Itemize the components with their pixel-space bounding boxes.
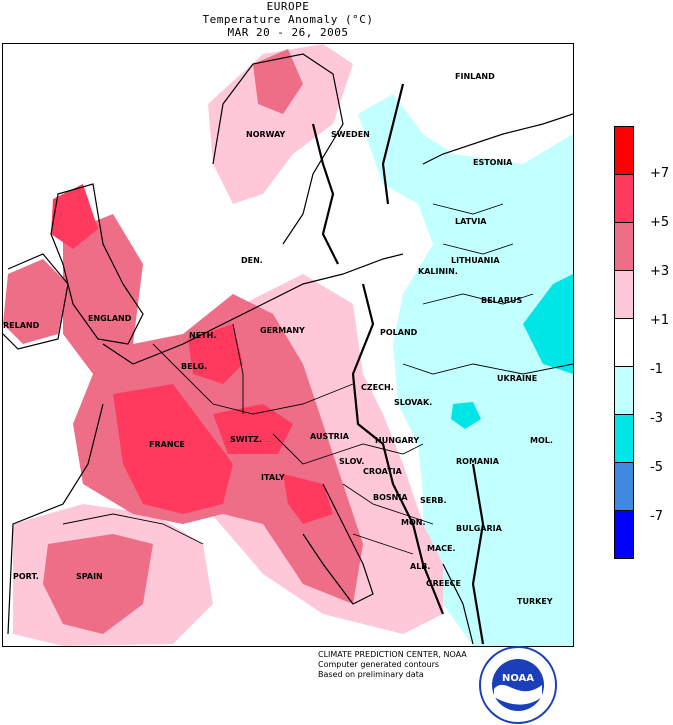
country-label-bulgaria: BULGARIA — [456, 524, 502, 533]
title-variable: Temperature Anomaly (°C) — [202, 13, 374, 26]
warm-zone-switz — [213, 404, 293, 454]
logo-text: NOAA — [502, 673, 534, 684]
chart-title: EUROPE Temperature Anomaly (°C) MAR 20 -… — [0, 0, 576, 39]
warm-zone-spain — [43, 534, 153, 634]
minor-borders — [62, 203, 573, 555]
legend-colorbar — [614, 126, 634, 559]
country-label-slovak: SLOVAK. — [394, 398, 433, 407]
warm-zone-west — [63, 214, 363, 604]
country-label-france: FRANCE — [149, 440, 185, 449]
country-label-belarus: BELARUS — [481, 296, 523, 305]
legend-tick-label: -7 — [650, 509, 663, 524]
title-region: EUROPE — [266, 0, 310, 13]
country-label-den: DEN. — [241, 256, 263, 265]
legend-swatch — [614, 318, 634, 366]
country-label-greece: GREECE — [426, 579, 461, 588]
country-label-mace: MACE. — [427, 544, 456, 553]
cool-zone-belarus — [523, 274, 573, 374]
anomaly-map — [3, 44, 573, 646]
credits: CLIMATE PREDICTION CENTER, NOAA Computer… — [318, 650, 467, 680]
country-label-finland: FINLAND — [455, 72, 495, 81]
country-label-port: PORT. — [13, 572, 39, 581]
country-label-slov: SLOV. — [339, 457, 365, 466]
coastline — [3, 53, 573, 645]
warm-zone-benelux — [188, 324, 243, 384]
country-label-germany: GERMANY — [260, 326, 305, 335]
legend-swatch — [614, 414, 634, 462]
legend-swatch — [614, 222, 634, 270]
legend-swatch — [614, 126, 634, 174]
map-area: FINLAND NORWAY SWEDEN ESTONIA LATVIA LIT… — [2, 43, 574, 647]
cool-zone-east — [358, 94, 573, 646]
warm-zone-norway-spot — [253, 49, 303, 114]
country-label-mon: MON. — [401, 518, 426, 527]
legend-tick-label: +3 — [650, 264, 670, 279]
legend-swatch — [614, 510, 634, 559]
country-label-alb: ALB. — [410, 562, 431, 571]
country-label-austria: AUSTRIA — [310, 432, 349, 441]
country-label-romania: ROMANIA — [456, 457, 499, 466]
country-label-turkey: TURKEY — [517, 597, 553, 606]
legend-tick-label: +1 — [650, 313, 670, 328]
legend-swatch — [614, 270, 634, 318]
credits-method: Computer generated contours — [318, 660, 440, 669]
country-label-serb: SERB. — [420, 496, 447, 505]
country-label-bosnia: BOSNIA — [373, 493, 408, 502]
country-label-hungary: HUNGARY — [375, 436, 420, 445]
country-label-lithuania: LITHUANIA — [451, 256, 500, 265]
legend-swatch — [614, 462, 634, 510]
warm-zone-scotland — [51, 184, 98, 249]
country-label-kalinin: KALININ. — [418, 267, 458, 276]
cool-zone-ukraine-spot — [451, 402, 481, 429]
country-label-neth: NETH. — [189, 331, 217, 340]
country-label-ireland: RELAND — [3, 321, 40, 330]
country-label-england: ENGLAND — [88, 314, 132, 323]
country-label-croatia: CROATIA — [363, 467, 402, 476]
warm-zone-norway — [208, 44, 353, 204]
country-label-ukraine: UKRAINE — [497, 374, 538, 383]
warm-zone-italy — [283, 474, 333, 524]
legend-swatch — [614, 366, 634, 414]
legend-swatch — [614, 174, 634, 222]
country-label-switz: SWITZ. — [230, 435, 262, 444]
country-label-estonia: ESTONIA — [473, 158, 513, 167]
legend-tick-label: -3 — [650, 411, 663, 426]
country-label-mol: MOL. — [530, 436, 553, 445]
title-date-range: MAR 20 - 26, 2005 — [227, 26, 349, 39]
legend-tick-label: +7 — [650, 166, 670, 181]
legend-tick-label: +5 — [650, 215, 670, 230]
legend-tick-label: -5 — [650, 460, 663, 475]
country-label-latvia: LATVIA — [455, 217, 487, 226]
noaa-logo: NOAA — [479, 646, 557, 724]
country-label-sweden: SWEDEN — [331, 130, 370, 139]
country-label-czech: CZECH. — [361, 383, 394, 392]
warm-zone-ireland — [3, 259, 68, 344]
credits-data-note: Based on preliminary data — [318, 670, 424, 679]
legend-tick-label: -1 — [650, 362, 663, 377]
warm-zone-france — [113, 384, 233, 514]
credits-agency: CLIMATE PREDICTION CENTER, NOAA — [318, 650, 467, 659]
major-borders — [311, 83, 485, 645]
country-label-belg: BELG. — [181, 362, 208, 371]
country-label-norway: NORWAY — [246, 130, 286, 139]
country-label-poland: POLAND — [380, 328, 418, 337]
country-label-spain: SPAIN — [76, 572, 103, 581]
country-label-italy: ITALY — [261, 473, 285, 482]
